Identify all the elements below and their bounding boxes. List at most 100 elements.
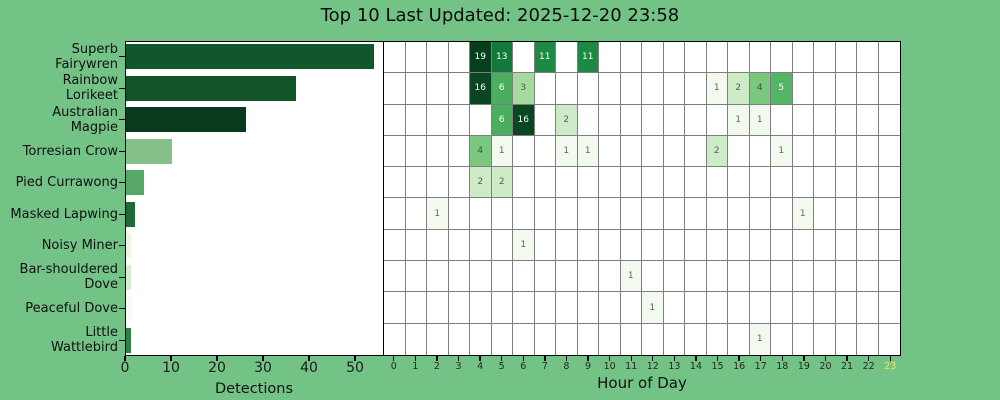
heatmap-cell-empty <box>470 229 492 262</box>
hour-tick-mark <box>565 356 568 361</box>
heatmap-cell-empty <box>792 73 814 105</box>
species-label-line: Fairywren <box>55 56 118 72</box>
heatmap-cell-empty <box>448 104 470 136</box>
hour-tick-label: 18 <box>776 361 789 372</box>
heatmap-cell-empty <box>814 261 836 293</box>
species-label-pied-currawong: Pied Currawong <box>0 175 118 190</box>
heatmap-cell-empty <box>814 73 836 105</box>
hour-tick-mark <box>803 356 805 361</box>
species-label-line: Peaceful Dove <box>25 301 118 317</box>
species-label-torresian-crow: Torresian Crow <box>0 144 118 159</box>
heatmap-cell-value: 1 <box>713 83 720 94</box>
hour-tick-mark <box>673 356 676 361</box>
heatmap-cell-value: 1 <box>563 146 570 157</box>
heatmap-cell-empty <box>513 42 535 74</box>
heatmap-cell-empty <box>663 229 685 262</box>
heatmap-cell-empty <box>878 292 900 324</box>
hour-tick-label: 5 <box>498 361 505 372</box>
hour-tick-mark <box>652 356 654 361</box>
heatmap-cell-empty <box>642 73 664 105</box>
hour-tick-mark <box>716 356 719 361</box>
hour-tick-label: 17 <box>754 361 767 372</box>
heatmap-cell-empty <box>836 323 857 355</box>
heatmap-cell-empty <box>513 167 535 199</box>
heatmap-cell-empty <box>405 167 427 199</box>
heatmap-cell-value: 1 <box>735 114 742 125</box>
heatmap-cell-empty <box>663 135 685 168</box>
heatmap-cell-empty <box>685 229 707 262</box>
heatmap-cell-empty <box>771 104 793 136</box>
hour-tick-label: 16 <box>733 361 746 372</box>
hour-tick-mark <box>479 356 481 361</box>
bar-torresian-crow <box>126 138 172 164</box>
species-label-line: Masked Lapwing <box>10 206 118 222</box>
heatmap-cell-empty <box>835 73 857 105</box>
heatmap-cell-empty <box>513 198 535 230</box>
detections-tick-label: 50 <box>346 360 364 376</box>
heatmap-cell-masked-lapwing-hour-19: 1 <box>792 198 814 230</box>
heatmap-cell-value: 1 <box>520 239 527 250</box>
heatmap-cell-empty <box>706 261 728 293</box>
heatmap-cell-empty <box>599 292 621 324</box>
heatmap-cell-empty <box>491 292 513 324</box>
heatmap-cell-empty <box>448 261 470 293</box>
heatmap-cell-empty <box>405 104 427 136</box>
bar-rainbow-lorikeet <box>126 75 297 101</box>
heatmap-cell-empty <box>599 167 621 199</box>
hour-tick-label: 7 <box>541 361 548 372</box>
heatmap-cell-empty <box>685 135 707 168</box>
detections-bar-chart <box>125 41 383 356</box>
heatmap-cell-empty <box>534 229 556 262</box>
species-label-line: Superb <box>71 41 118 57</box>
hour-tick-mark <box>760 356 762 361</box>
heatmap-cell-empty <box>728 229 750 262</box>
hour-tick-label: 11 <box>625 361 638 372</box>
hour-tick-mark <box>630 356 632 361</box>
heatmap-cell-empty <box>577 104 599 136</box>
heatmap-cell-empty <box>878 105 900 136</box>
species-tick-mark <box>119 213 125 215</box>
heatmap-cell-empty <box>470 323 492 355</box>
heatmap-cell-value: 16 <box>517 114 529 125</box>
heatmap-cell-empty <box>620 73 642 105</box>
hour-tick-label: 20 <box>819 361 832 372</box>
species-label-line: Wattlebird <box>50 340 118 356</box>
heatmap-cell-empty <box>663 261 685 293</box>
heatmap-cell-empty <box>642 104 664 136</box>
heatmap-cell-empty <box>792 104 814 136</box>
heatmap-cell-empty <box>792 229 814 262</box>
heatmap-cell-empty <box>620 198 642 230</box>
heatmap-cell-empty <box>685 292 707 324</box>
heatmap-cell-empty <box>835 261 857 293</box>
heatmap-cell-empty <box>405 73 427 105</box>
heatmap-cell-empty <box>663 198 685 230</box>
species-label-australian-magpie: Australian Magpie <box>0 105 118 135</box>
heatmap-cell-empty <box>599 323 621 355</box>
heatmap-cell-empty <box>534 135 556 168</box>
heatmap-cell-empty <box>384 261 406 293</box>
heatmap-cell-empty <box>491 229 513 262</box>
heatmap-cell-empty <box>427 42 449 74</box>
detections-tick-label: 0 <box>120 360 130 376</box>
heatmap-cell-empty <box>556 261 578 293</box>
heatmap-cell-empty <box>492 323 513 355</box>
heatmap-cell-empty <box>857 135 879 168</box>
heatmap-cell-value: 1 <box>498 146 505 157</box>
heatmap-cell-empty <box>405 135 427 168</box>
heatmap-cell-empty <box>878 230 900 262</box>
detections-tick-mark <box>124 356 126 361</box>
detections-tick-mark <box>216 356 218 361</box>
heatmap-cell-empty <box>685 104 707 136</box>
heatmap-cell-value: 1 <box>627 271 634 282</box>
heatmap-cell-rainbow-lorikeet-hour-17: 4 <box>749 73 771 105</box>
heatmap-cell-australian-magpie-hour-6: 16 <box>513 104 535 136</box>
heatmap-cell-empty <box>578 323 599 355</box>
heatmap-cell-empty <box>792 135 814 168</box>
heatmap-cell-empty <box>599 229 621 262</box>
heatmap-cell-empty <box>749 198 771 230</box>
hour-tick-label: 14 <box>689 361 702 372</box>
species-label-line: Pied Currawong <box>15 175 118 191</box>
heatmap-cell-empty <box>534 292 556 324</box>
heatmap-cell-empty <box>771 198 793 230</box>
heatmap-cell-empty <box>685 167 707 199</box>
